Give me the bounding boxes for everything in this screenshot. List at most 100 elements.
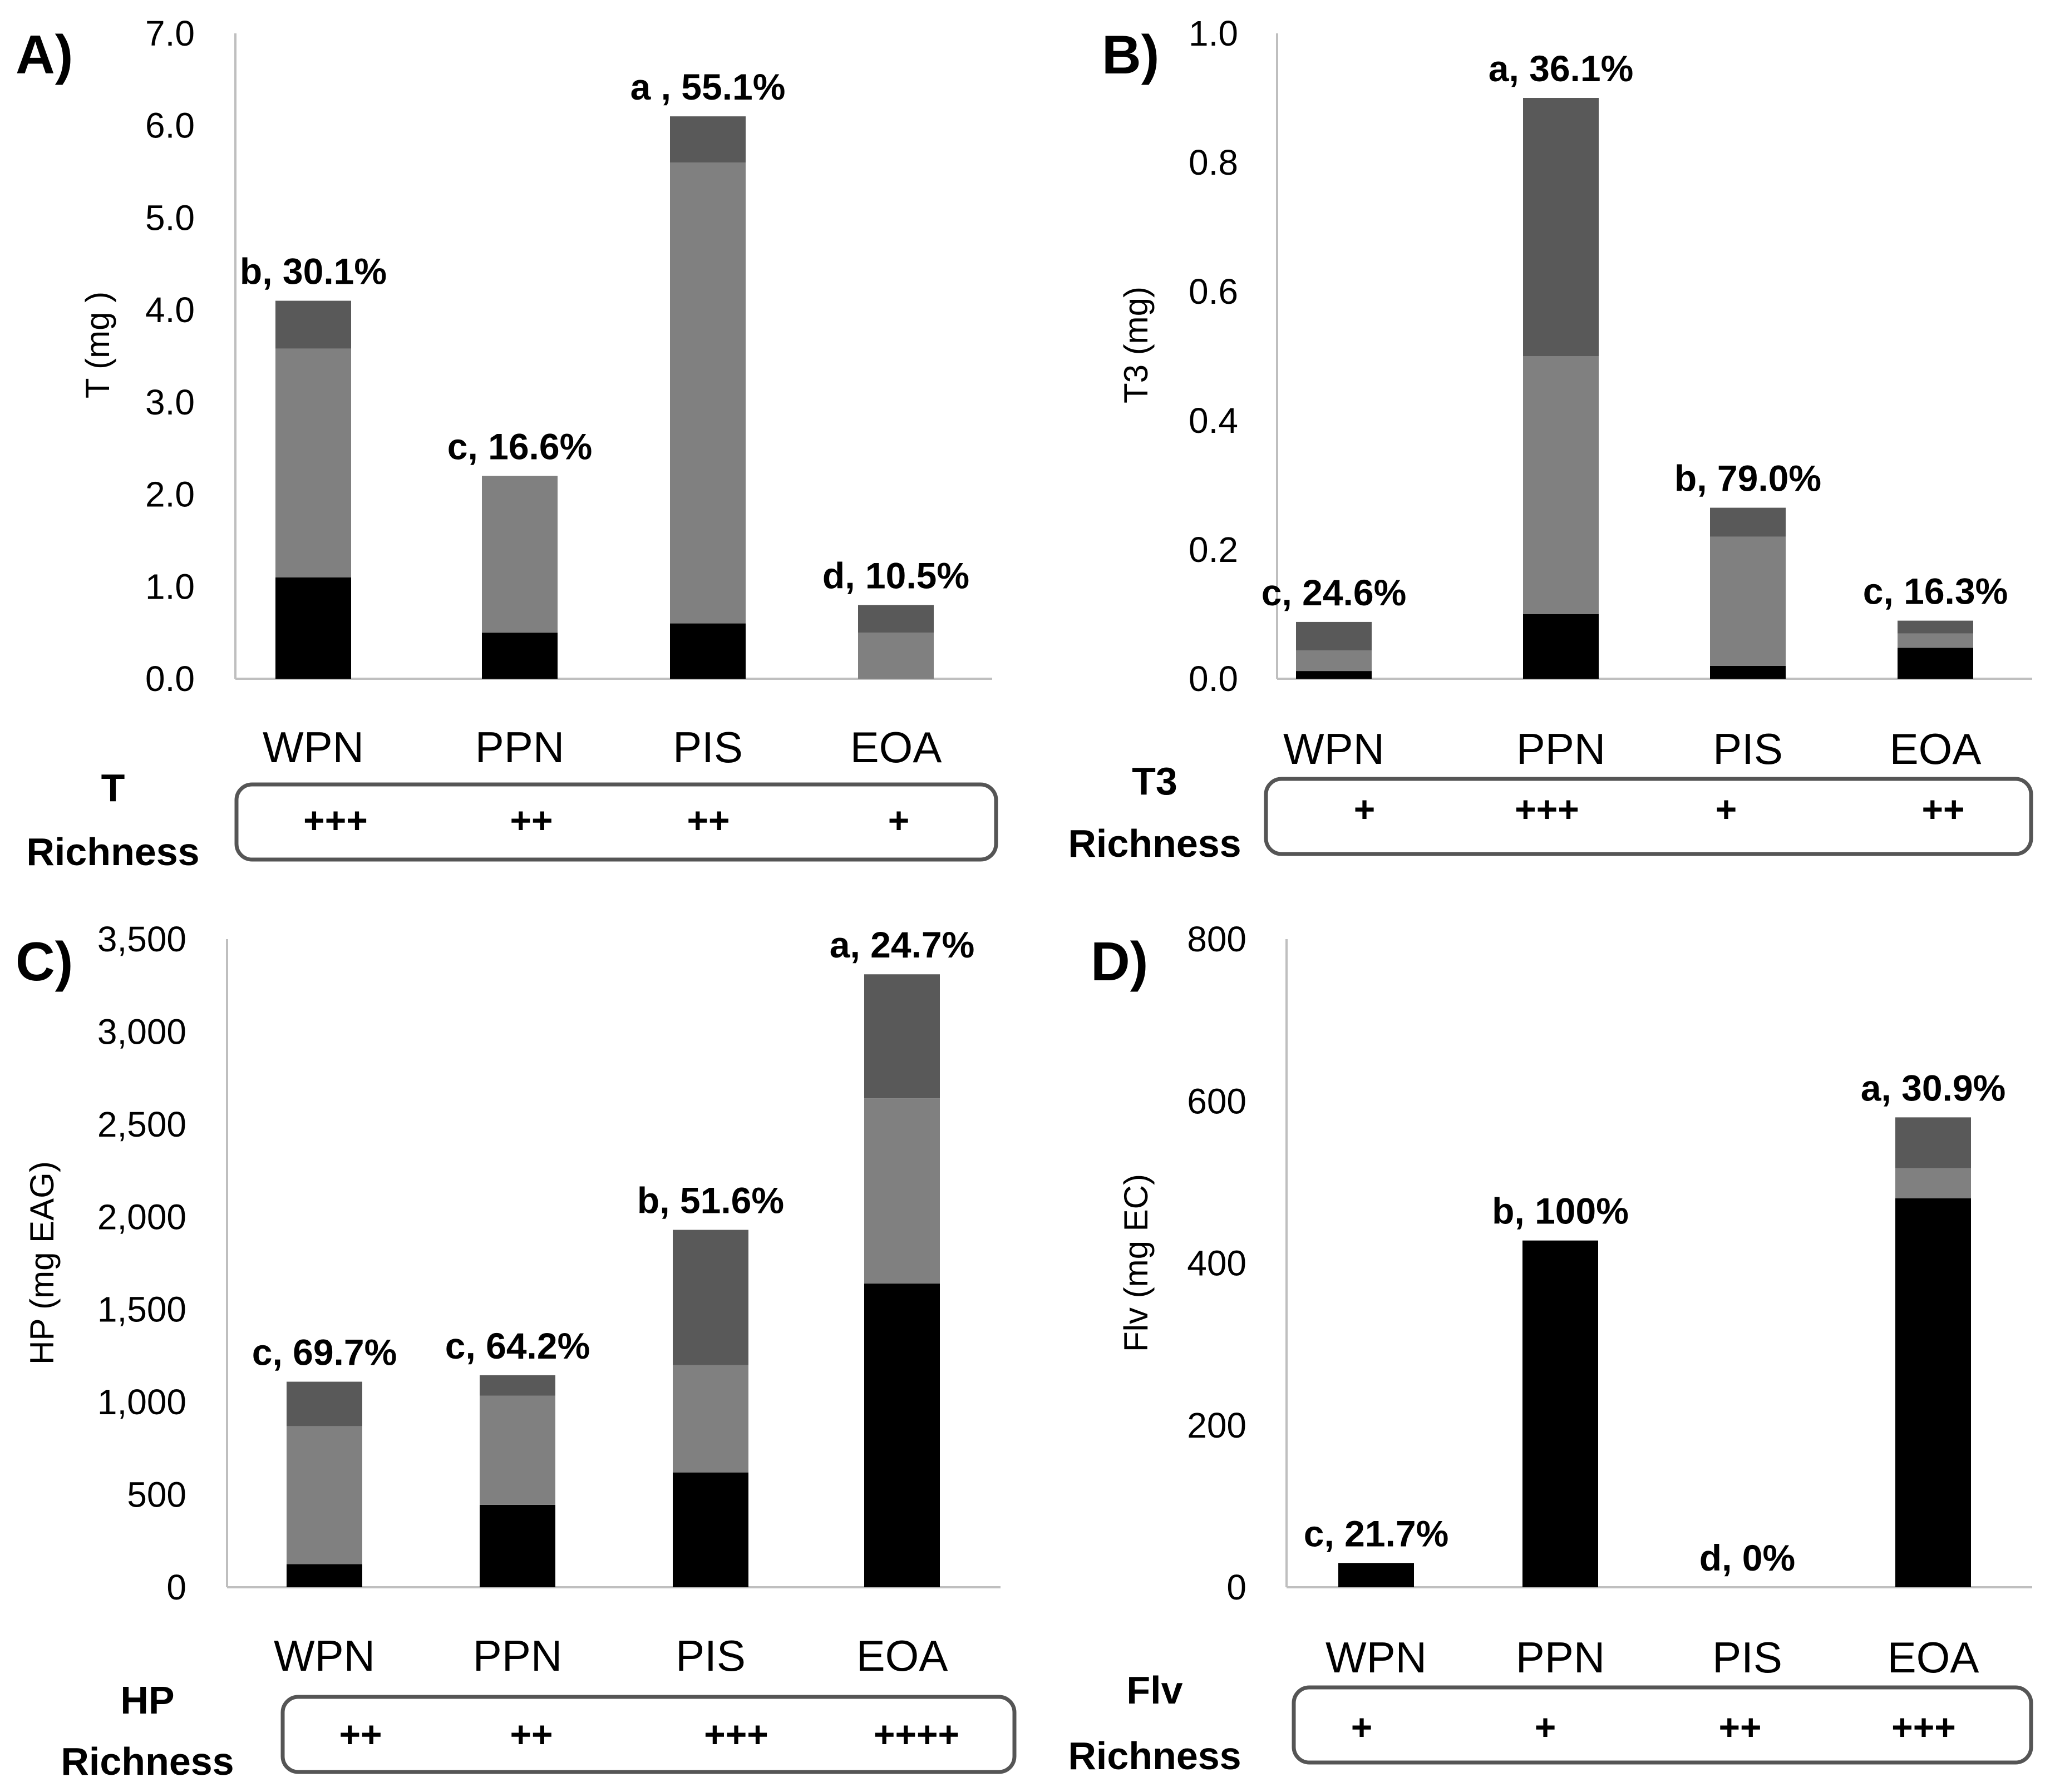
x-tick-label: WPN: [274, 1631, 375, 1680]
y-tick-label: 1,500: [97, 1290, 186, 1330]
data-label: a, 24.7%: [830, 924, 975, 965]
richness-box: [234, 782, 998, 862]
data-label: b, 79.0%: [1674, 458, 1821, 499]
y-tick-label: 0.2: [1189, 530, 1238, 570]
bar-middle-eoa: [858, 633, 934, 679]
bar-middle-ppn: [482, 476, 558, 633]
bar-top-wpn: [275, 300, 351, 349]
x-tick-label: EOA: [1890, 724, 1982, 773]
richness-value: +++: [1891, 1706, 1956, 1747]
y-axis-label: Flv (mg EC): [1117, 1174, 1155, 1352]
data-label: b, 51.6%: [637, 1180, 784, 1221]
y-tick-label: 3.0: [145, 382, 195, 422]
data-label: d, 10.5%: [822, 555, 969, 596]
y-tick-label: 0.0: [1189, 659, 1238, 699]
richness-value: ++: [1718, 1706, 1761, 1747]
y-tick-label: 1.0: [1189, 13, 1238, 53]
x-tick-label: WPN: [1283, 724, 1384, 773]
x-tick-label: PIS: [676, 1631, 746, 1680]
y-axis-label: HP (mg EAG): [23, 1161, 61, 1365]
data-label: c, 16.6%: [447, 426, 593, 467]
bar-bottom-eoa: [1895, 1198, 1971, 1587]
x-tick-label: PPN: [475, 723, 564, 772]
richness-value: +++: [704, 1714, 768, 1755]
y-tick-label: 2.0: [145, 475, 195, 515]
y-tick-label: 0.6: [1189, 271, 1238, 312]
bar-top-ppn: [1523, 98, 1599, 356]
bar-middle-pis: [670, 162, 746, 624]
richness-title: T3: [1132, 759, 1177, 803]
y-tick-label: 600: [1187, 1081, 1246, 1121]
richness-value: ++: [339, 1714, 382, 1755]
richness-box: [1292, 1685, 2033, 1765]
richness-value: +: [1535, 1706, 1556, 1747]
x-tick-label: WPN: [1325, 1633, 1427, 1682]
bar-top-eoa: [864, 974, 940, 1099]
panel-label: A): [16, 24, 73, 85]
panel-label: C): [16, 931, 73, 992]
bar-bottom-pis: [670, 623, 746, 679]
bar-bottom-ppn: [1522, 1240, 1598, 1587]
data-label: b, 30.1%: [240, 251, 387, 292]
bar-top-pis: [1710, 507, 1786, 537]
data-label: a , 55.1%: [630, 66, 786, 107]
bar-bottom-wpn: [1296, 671, 1372, 679]
y-tick-label: 400: [1187, 1243, 1246, 1283]
richness-value: ++: [687, 799, 730, 841]
bar-top-eoa: [1898, 620, 1973, 634]
richness-value: +++: [1515, 788, 1579, 830]
richness-value: ++: [1921, 788, 1964, 830]
bar-bottom-ppn: [482, 633, 558, 679]
bar-middle-pis: [1710, 536, 1786, 666]
bar-top-wpn: [287, 1381, 362, 1426]
y-axis-label: T3 (mg): [1117, 287, 1155, 403]
data-label: c, 16.3%: [1863, 571, 2008, 612]
richness-label: Richness: [26, 830, 199, 873]
y-tick-label: 3,000: [97, 1011, 186, 1051]
y-tick-label: 7.0: [145, 13, 195, 53]
panel-label: D): [1091, 931, 1148, 992]
y-tick-label: 3,500: [97, 919, 186, 959]
y-tick-label: 6.0: [145, 106, 195, 146]
richness-box: [1264, 777, 2033, 856]
richness-value: +: [888, 799, 910, 841]
bar-top-eoa: [858, 605, 934, 633]
bar-bottom-ppn: [480, 1504, 555, 1587]
bar-middle-pis: [673, 1365, 748, 1473]
bar-top-pis: [670, 116, 746, 162]
bar-bottom-wpn: [287, 1564, 362, 1587]
data-label: c, 21.7%: [1304, 1513, 1449, 1554]
x-tick-label: PIS: [1713, 724, 1783, 773]
richness-value: +: [1354, 788, 1376, 830]
bar-middle-wpn: [1296, 650, 1372, 672]
richness-value: +++: [303, 799, 368, 841]
richness-value: ++: [510, 799, 553, 841]
y-tick-label: 500: [127, 1475, 186, 1515]
x-tick-label: PPN: [1516, 1633, 1605, 1682]
bar-middle-eoa: [1898, 633, 1973, 648]
bar-bottom-wpn: [1338, 1563, 1414, 1587]
y-tick-label: 0: [1226, 1567, 1246, 1607]
y-tick-label: 1.0: [145, 566, 195, 606]
richness-label: Richness: [1068, 822, 1241, 865]
bar-bottom-eoa: [1898, 648, 1973, 679]
richness-title: HP: [120, 1679, 174, 1722]
x-tick-label: PIS: [673, 723, 743, 772]
x-tick-label: PPN: [1516, 724, 1605, 773]
x-tick-label: PPN: [473, 1631, 562, 1680]
bar-middle-ppn: [1523, 356, 1599, 614]
richness-title: T: [101, 766, 125, 809]
bar-top-eoa: [1895, 1117, 1971, 1169]
richness-box: [280, 1695, 1017, 1774]
richness-label: Richness: [1068, 1734, 1241, 1778]
data-label: b, 100%: [1492, 1191, 1629, 1232]
x-tick-label: EOA: [1888, 1633, 1979, 1682]
bar-bottom-pis: [673, 1472, 748, 1587]
x-tick-label: EOA: [856, 1631, 948, 1680]
data-label: d, 0%: [1699, 1537, 1795, 1578]
data-label: a, 36.1%: [1489, 48, 1634, 89]
panel-label: B): [1102, 24, 1159, 85]
richness-value: ++++: [874, 1714, 959, 1755]
data-label: c, 24.6%: [1262, 572, 1407, 613]
